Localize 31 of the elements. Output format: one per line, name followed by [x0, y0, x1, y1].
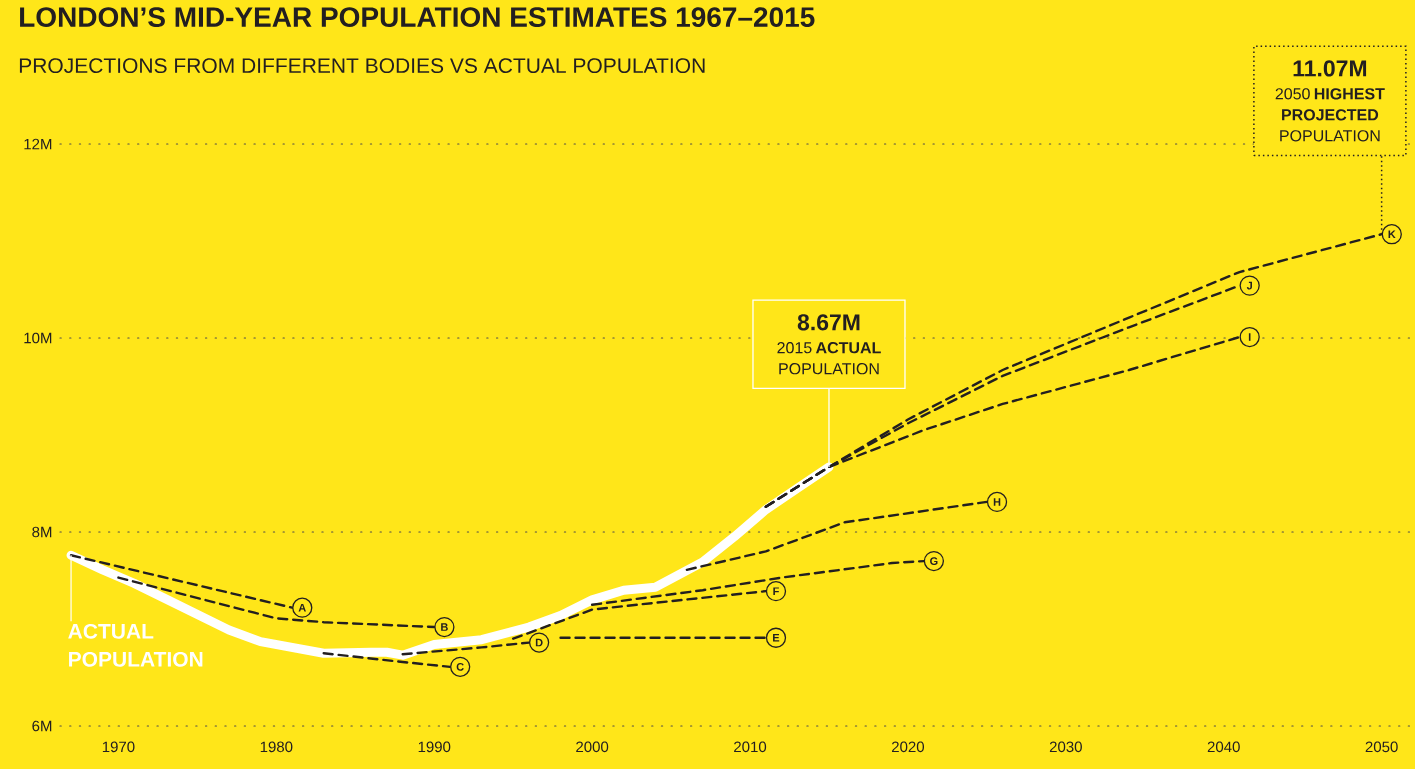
series-label: ACTUAL POPULATION: [68, 623, 203, 667]
x-tick-label: 2040: [1207, 741, 1240, 753]
chart-subtitle: PROJECTIONS FROM DIFFERENT BODIES VS ACTUAL POPULATION: [19, 58, 705, 74]
x-tick-label: 2050: [1365, 741, 1398, 753]
series-label: C: [456, 662, 464, 671]
annotation: 2050 HIGHEST PROJECTED POPULATION: [1275, 88, 1385, 142]
chart-title: LONDON’S MID-YEAR POPULATION ESTIMATES 1967–2015: [20, 7, 815, 28]
x-tick-label: 1980: [260, 741, 293, 753]
x-tick-label: 2030: [1049, 741, 1082, 753]
annotation: 8.67M: [797, 314, 860, 331]
x-tick-label: 2000: [576, 741, 609, 753]
series-label: B: [441, 623, 448, 631]
x-tick-label: 2010: [734, 741, 767, 753]
series-label: I: [1248, 333, 1251, 341]
y-tick-label: 8M: [32, 526, 52, 538]
y-tick-label: 12M: [24, 138, 52, 150]
series-label: H: [993, 498, 1001, 506]
series-label: F: [773, 587, 779, 595]
annotation: 2015 ACTUAL POPULATION: [777, 342, 881, 375]
series-label: E: [773, 633, 780, 642]
series-label: D: [535, 638, 543, 647]
x-tick-label: 1990: [418, 741, 451, 753]
series-label: G: [930, 557, 938, 565]
y-tick-label: 10M: [24, 332, 52, 344]
x-tick-label: 1970: [102, 741, 135, 753]
y-tick-label: 6M: [32, 720, 52, 732]
x-tick-label: 2020: [892, 741, 925, 753]
series-label: J: [1246, 281, 1252, 290]
series-label: K: [1388, 230, 1396, 238]
series-label: A: [298, 603, 306, 612]
text: 11.07M: [1293, 60, 1367, 77]
